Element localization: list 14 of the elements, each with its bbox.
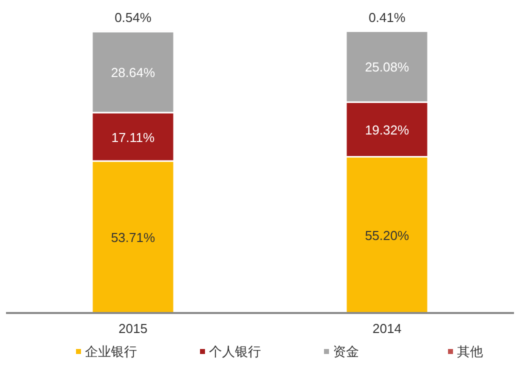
data-label: 0.54% [114, 10, 152, 25]
data-label: 17.11% [111, 130, 155, 145]
x-tick-label: 2014 [372, 321, 402, 336]
data-label: 25.08% [364, 60, 410, 75]
data-label: 55.20% [364, 228, 410, 243]
data-label: 0.41% [368, 10, 406, 25]
x-tick-label: 2015 [118, 321, 148, 336]
data-label: 28.64% [110, 65, 156, 80]
legend-label: 其他 [457, 344, 483, 359]
legend-label: 个人银行 [209, 344, 261, 359]
legend-label: 资金 [333, 344, 359, 359]
data-label: 53.71% [110, 230, 156, 245]
legend-label: 企业银行 [85, 344, 137, 359]
data-label: 19.32% [364, 122, 410, 138]
